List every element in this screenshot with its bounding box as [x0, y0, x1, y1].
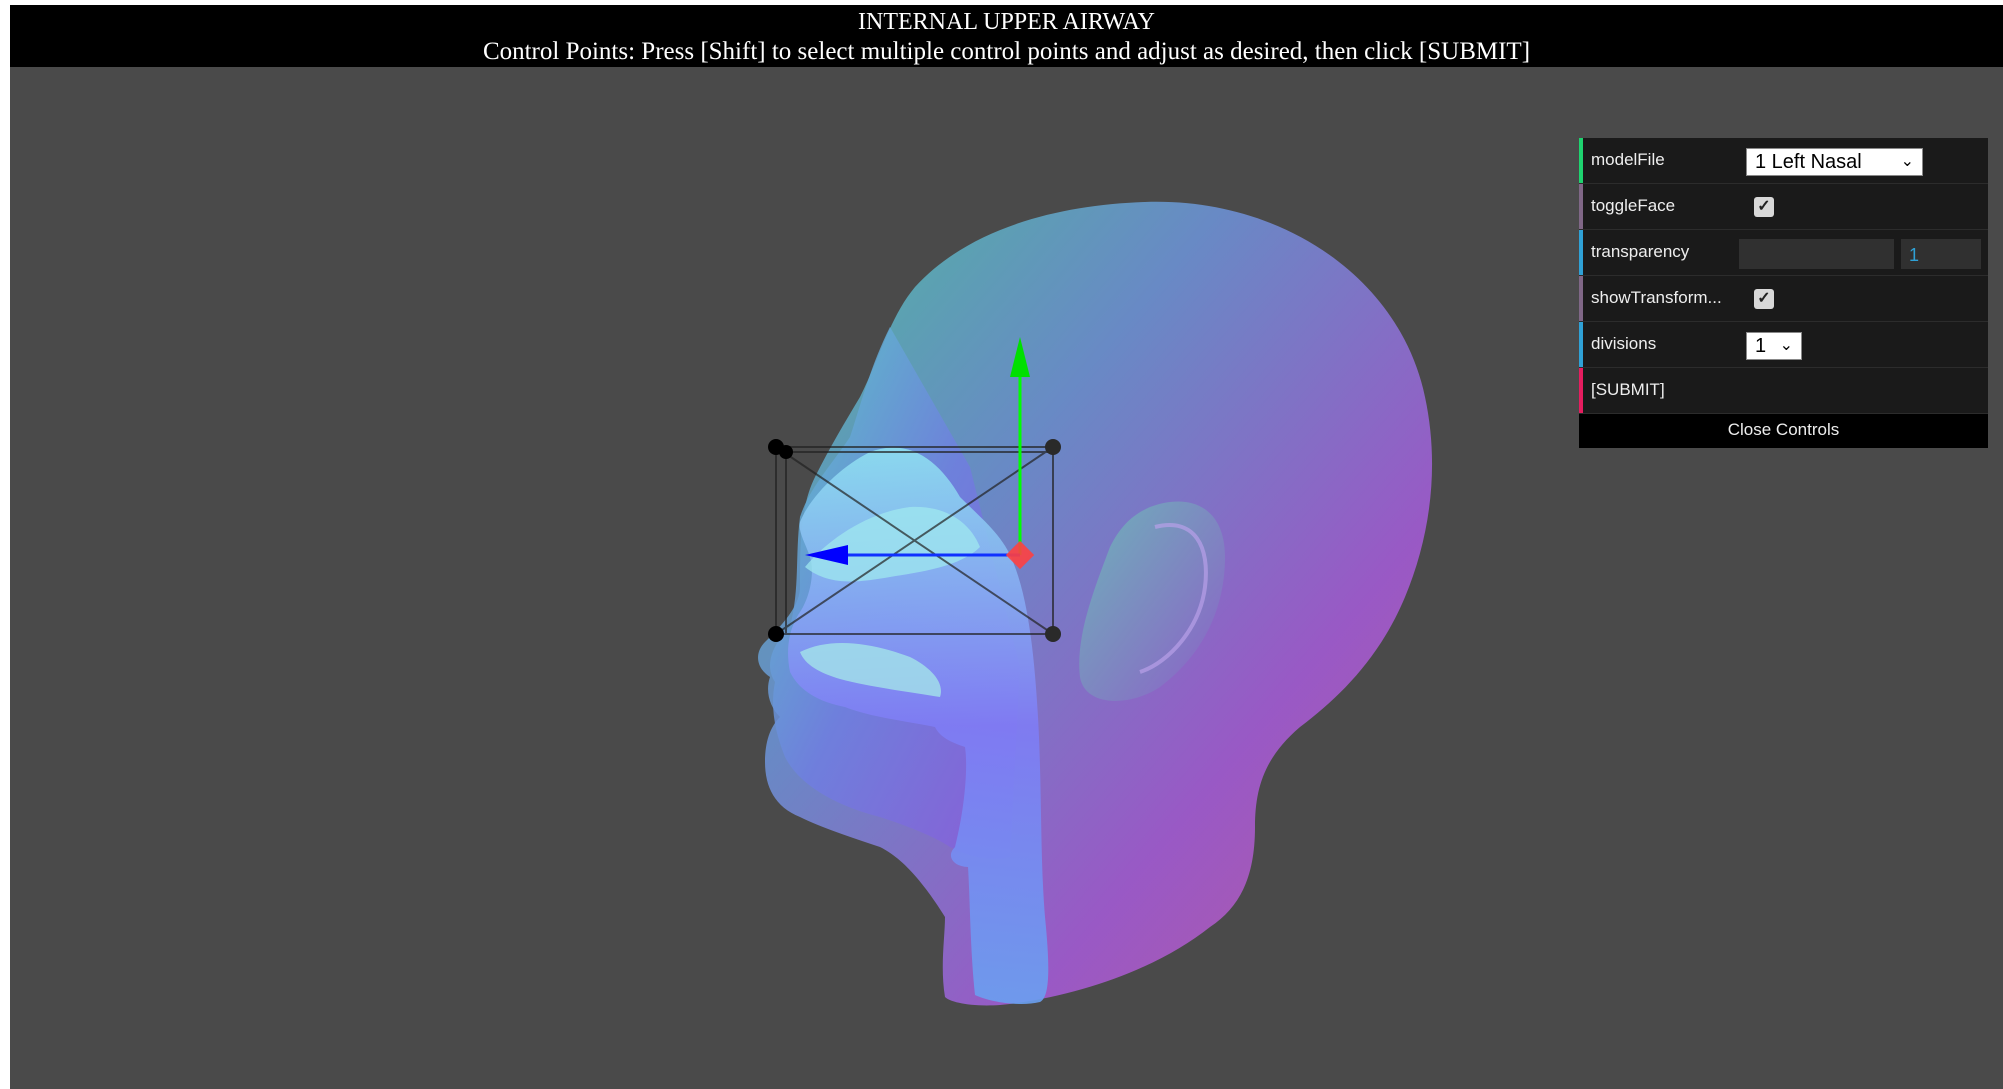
divisions-label: divisions [1591, 334, 1657, 353]
page-title: INTERNAL UPPER AIRWAY [858, 9, 1155, 35]
control-point[interactable] [768, 626, 784, 642]
gui-row-toggleface: toggleFace ✓ [1579, 184, 1988, 230]
close-controls-button[interactable]: Close Controls [1579, 414, 1988, 448]
showtransform-checkbox[interactable]: ✓ [1754, 289, 1774, 309]
control-point[interactable] [1045, 439, 1061, 455]
transparency-slider[interactable] [1739, 239, 1894, 269]
gui-row-modelfile: modelFile 1 Left Nasal ⌄ [1579, 138, 1988, 184]
ear-model [1079, 501, 1225, 701]
app-canvas: INTERNAL UPPER AIRWAY Control Points: Pr… [10, 5, 2003, 1089]
toggleface-label: toggleFace [1591, 196, 1676, 215]
gizmo-x-arrow-icon[interactable] [805, 545, 848, 565]
toggleface-checkbox[interactable]: ✓ [1754, 197, 1774, 217]
instructions-text: Control Points: Press [Shift] to select … [482, 38, 1531, 65]
row-accent [1579, 230, 1583, 275]
row-accent [1579, 184, 1583, 229]
head-model-scene[interactable] [10, 67, 2003, 1089]
controls-panel: modelFile 1 Left Nasal ⌄ toggleFace ✓ tr… [1579, 138, 1988, 448]
gizmo-center-handle[interactable] [1005, 540, 1035, 570]
submit-button[interactable]: [SUBMIT] [1579, 368, 1988, 414]
modelfile-label: modelFile [1591, 150, 1665, 169]
header-bar: INTERNAL UPPER AIRWAY Control Points: Pr… [10, 5, 2003, 67]
row-accent [1579, 368, 1583, 413]
3d-viewport[interactable] [10, 67, 2003, 1089]
row-accent [1579, 276, 1583, 321]
chevron-down-icon: ⌄ [1779, 337, 1793, 354]
control-point[interactable] [1045, 626, 1061, 642]
chevron-down-icon: ⌄ [1900, 153, 1914, 170]
gizmo-y-arrow-icon[interactable] [1010, 337, 1030, 377]
row-accent [1579, 322, 1583, 367]
modelfile-select[interactable]: 1 Left Nasal ⌄ [1746, 148, 1923, 176]
submit-label: [SUBMIT] [1591, 380, 1665, 399]
row-accent [1579, 138, 1583, 183]
divisions-select[interactable]: 1 ⌄ [1746, 332, 1802, 360]
showtransform-label: showTransform... [1591, 288, 1722, 307]
control-box-wireframe [775, 446, 1054, 635]
modelfile-value: 1 Left Nasal [1755, 151, 1862, 173]
transform-gizmo[interactable] [805, 337, 1035, 570]
transparency-label: transparency [1591, 242, 1690, 261]
gui-row-showtransform: showTransform... ✓ [1579, 276, 1988, 322]
ear-detail [1139, 523, 1208, 674]
nasal-cavity-lower [800, 642, 941, 697]
gui-row-divisions: divisions 1 ⌄ [1579, 322, 1988, 368]
transparency-input[interactable]: 1 [1901, 239, 1981, 269]
gui-row-transparency: transparency 1 [1579, 230, 1988, 276]
divisions-value: 1 [1755, 335, 1767, 357]
control-point[interactable] [779, 445, 793, 459]
